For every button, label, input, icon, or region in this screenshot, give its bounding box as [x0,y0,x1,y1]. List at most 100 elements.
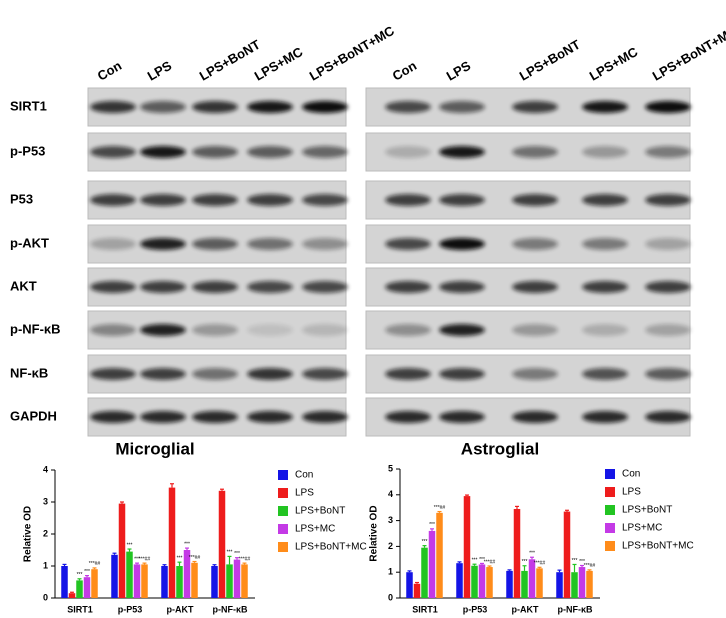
blot-band [140,324,186,336]
blot-band [385,194,431,206]
significance-label: ***## [534,561,546,567]
bar [406,572,413,598]
significance-label: ***## [189,555,201,561]
blot-band [512,146,558,158]
blot-band [645,238,691,250]
lane-label: Con [95,58,124,84]
bar [486,567,493,598]
blot-band [140,101,186,113]
x-tick-label: p-NF-κB [212,604,248,614]
blot-band [90,238,136,250]
blot-band [512,368,558,380]
blot-band [645,194,691,206]
row-label: p-AKT [10,235,49,250]
y-axis-label: Relative OD [369,505,380,561]
blot-band [247,411,293,423]
blot-band [302,368,348,380]
legend-label: LPS+BoNT [622,505,672,516]
bar [68,593,76,598]
bar [211,566,218,598]
bar [111,554,118,598]
row-label: NF-κB [10,365,48,380]
bar [233,559,241,598]
y-tick-label: 0 [43,592,48,602]
legend-swatch [605,541,615,551]
blot-band [512,324,558,336]
x-tick-label: SIRT1 [412,604,438,614]
significance-label: *** [184,541,190,547]
x-tick-label: SIRT1 [67,604,93,614]
lane-label: LPS [444,58,474,84]
legend-label: Con [622,469,640,480]
significance-label: *** [479,557,485,563]
significance-label: ***## [139,556,151,562]
blot-band [385,281,431,293]
blot-band [512,281,558,293]
blot-band [192,146,238,158]
bar [176,566,183,598]
blot-band [302,238,348,250]
blot-band [247,324,293,336]
bar [413,583,421,598]
legend-label: LPS [295,488,314,499]
bar [161,566,168,598]
bar [183,550,191,598]
blot-band [439,281,485,293]
blot-band [645,368,691,380]
blot-band [385,101,431,113]
blot-band [439,146,485,158]
blot-band [247,281,293,293]
blot-band [439,411,485,423]
legend-label: LPS+BoNT [295,506,345,517]
blot-band [582,411,628,423]
bar [191,562,198,598]
legend-swatch [278,524,288,534]
bar [168,487,176,598]
y-tick-label: 4 [43,464,48,474]
legend-swatch [605,469,615,479]
blot-band [192,411,238,423]
x-tick-label: p-AKT [512,604,539,614]
significance-label: ***## [239,556,251,562]
row-label: P53 [10,191,33,206]
bar [563,511,571,598]
lane-label: LPS+BoNT [517,37,583,84]
lane-label: LPS+MC [587,44,641,84]
blot-band [247,238,293,250]
bar [91,569,98,598]
blot-band [192,368,238,380]
blot-band [90,194,136,206]
bar [436,512,443,598]
bar [578,567,586,598]
x-tick-label: p-P53 [118,604,143,614]
significance-label: *** [227,550,233,556]
legend-swatch [605,487,615,497]
bar [226,564,233,598]
bar [513,508,521,598]
significance-label: ***## [89,561,101,567]
significance-label: *** [472,558,478,564]
blot-band [385,368,431,380]
blot-band [140,238,186,250]
y-tick-label: 1 [388,567,393,577]
y-tick-label: 5 [388,463,393,473]
significance-label: *** [579,559,585,565]
bar [118,503,126,598]
x-tick-label: p-NF-κB [557,604,593,614]
blot-band [582,194,628,206]
legend-label: LPS+BoNT+MC [622,541,694,552]
legend-swatch [278,542,288,552]
blot-band [90,411,136,423]
y-tick-label: 2 [43,528,48,538]
blot-band [247,146,293,158]
blot-band [439,101,485,113]
bar [586,570,593,598]
bar [471,565,478,598]
bar [76,580,83,598]
bar [83,577,91,598]
row-label: p-NF-κB [10,321,61,336]
bar [536,568,543,598]
blot-band [140,146,186,158]
blot-band [90,281,136,293]
